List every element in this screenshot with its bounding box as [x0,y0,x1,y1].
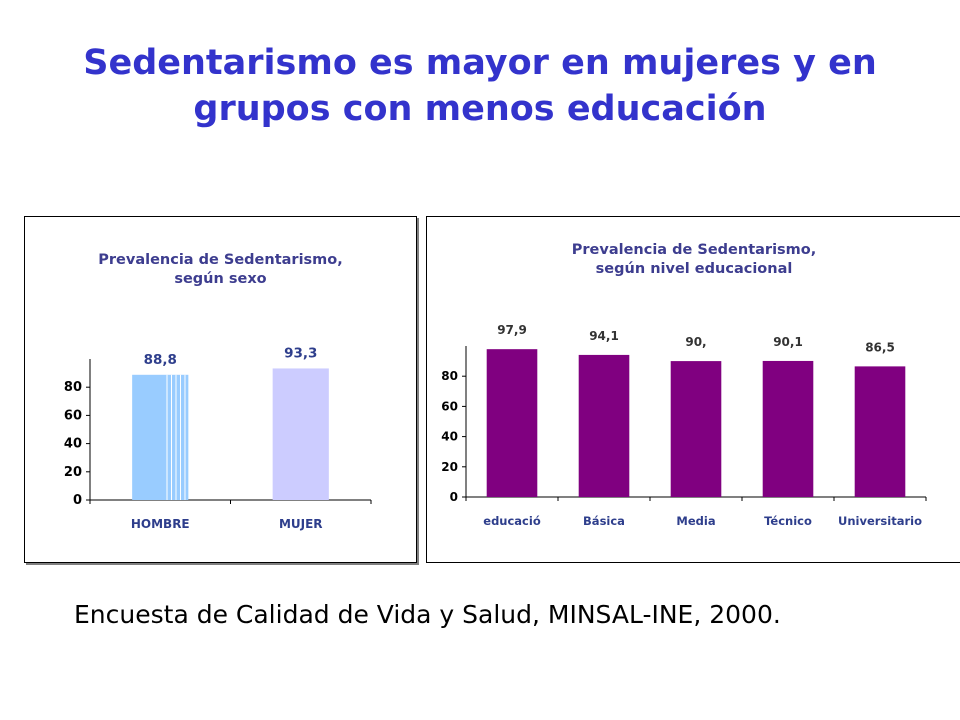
bar-mujer [272,368,329,500]
y-tick-label: 0 [450,490,458,504]
value-label: 97,9 [497,323,527,337]
chart-panel-sexo: Prevalencia de Sedentarismo, según sexo … [24,216,417,563]
y-tick-label: 0 [73,493,82,508]
category-label: Media [676,514,715,528]
chart-title-sexo-line-2: según sexo [174,271,267,287]
y-tick-label: 40 [441,430,458,444]
bar-básica [578,354,630,497]
bar-universitario [854,366,906,497]
category-label: MUJER [279,517,323,531]
chart-title-educacion-line-2: según nivel educacional [595,261,793,277]
value-label: 90, [685,335,706,349]
source-caption: Encuesta de Calidad de Vida y Salud, MIN… [74,600,781,629]
bar-chart-educacion: 0 20 40 60 80 97,9 educació 94,1 Básica 90, Media 9… [441,323,927,528]
y-tick-label: 40 [64,437,82,452]
bar-media [670,361,722,497]
slide-title-line-2: grupos con menos educación [193,89,767,129]
value-label: 86,5 [865,340,895,354]
bar-chart-sexo: 0 20 40 60 80 88,8 HOMBRE 93,3 MUJER [64,345,372,531]
chart-title-educacion: Prevalencia de Sedentarismo, según nivel… [427,241,960,279]
bar-educació [486,349,538,497]
value-label: 90,1 [773,335,803,349]
slide-title: Sedentarismo es mayor en mujeres y en gr… [0,40,960,132]
category-label: Universitario [838,514,922,528]
bar-técnico [762,360,814,497]
category-label: educació [483,514,541,528]
value-label: 94,1 [589,329,619,343]
value-label: 93,3 [284,345,317,361]
bar-hombre [132,374,189,500]
slide-title-line-1: Sedentarismo es mayor en mujeres y en [83,43,877,83]
chart-title-educacion-line-1: Prevalencia de Sedentarismo, [571,242,817,258]
y-tick-label: 60 [441,399,458,413]
category-label: Básica [583,514,625,528]
chart-title-sexo: Prevalencia de Sedentarismo, según sexo [25,251,416,289]
y-tick-label: 60 [64,408,82,423]
y-tick-label: 20 [441,460,458,474]
chart-panel-educacion: Prevalencia de Sedentarismo, según nivel… [426,216,960,563]
chart-title-sexo-line-1: Prevalencia de Sedentarismo, [98,252,343,268]
category-label: HOMBRE [131,517,190,531]
category-label: Técnico [764,514,812,528]
y-tick-label: 20 [64,465,82,480]
y-tick-label: 80 [64,380,82,395]
y-tick-label: 80 [441,369,458,383]
value-label: 88,8 [144,352,177,368]
